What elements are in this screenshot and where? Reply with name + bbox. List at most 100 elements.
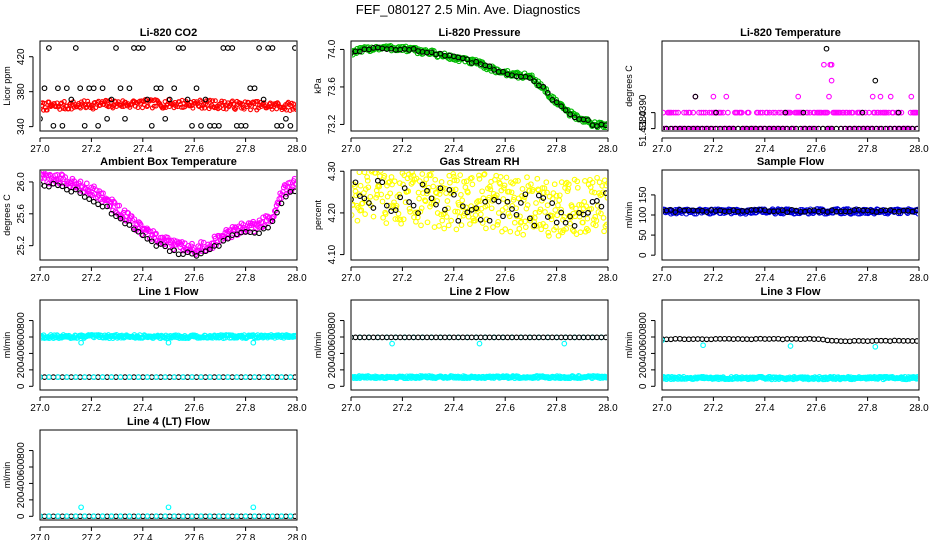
data-point	[184, 96, 191, 103]
data-point	[162, 513, 169, 519]
data-point	[467, 221, 473, 227]
data-point	[454, 177, 460, 184]
y-tick-label: 0	[327, 383, 338, 389]
data-point	[453, 226, 460, 233]
data-point	[387, 190, 394, 197]
data-point	[438, 179, 445, 185]
data-point	[544, 189, 550, 196]
series-black	[663, 335, 918, 345]
panel-line-4-lt-flow: Line 4 (LT) Flow ml/min 27.0 27.2 27.4 27.6 27…	[2, 416, 307, 540]
data-point	[274, 209, 280, 216]
data-point	[864, 338, 871, 344]
data-point	[224, 513, 231, 519]
data-point	[256, 513, 262, 519]
data-point	[812, 125, 819, 130]
x-tick-label: 28.0	[287, 533, 307, 540]
data-point	[131, 513, 137, 519]
data-point	[55, 374, 61, 380]
data-point	[442, 334, 448, 341]
data-point	[406, 205, 413, 212]
data-point	[603, 334, 607, 341]
data-point	[370, 205, 377, 211]
data-point	[521, 194, 528, 200]
data-point	[800, 109, 807, 116]
data-point	[538, 226, 545, 233]
data-point	[153, 374, 160, 380]
data-point	[46, 183, 52, 190]
data-point	[292, 45, 296, 51]
data-point	[352, 163, 357, 168]
data-point	[524, 202, 531, 208]
y-tick-label: 400	[327, 345, 338, 362]
data-point	[877, 93, 884, 100]
data-point	[428, 334, 435, 341]
data-point	[543, 179, 550, 186]
data-point	[598, 203, 605, 210]
y-axis-label: Licor ppm	[2, 66, 12, 106]
data-point	[260, 96, 267, 103]
data-point	[574, 178, 581, 185]
x-tick-label: 27.0	[341, 403, 361, 414]
y-tick-label: 600	[16, 328, 27, 345]
data-point	[583, 203, 590, 210]
panel-li-820-temperature: Li-820 Temperature degrees C 27.0 27.2 27.4 2…	[624, 27, 929, 155]
data-point	[505, 210, 512, 217]
data-point	[379, 179, 386, 186]
data-point	[913, 109, 918, 116]
data-point	[72, 513, 79, 519]
data-point	[576, 202, 582, 208]
data-point	[509, 334, 515, 341]
data-point	[283, 193, 289, 200]
data-point	[175, 251, 182, 258]
data-point	[472, 212, 479, 218]
data-point	[542, 223, 549, 230]
data-point	[242, 374, 249, 380]
data-point	[166, 374, 173, 380]
data-point	[558, 206, 564, 213]
data-point	[506, 188, 512, 195]
data-point	[690, 109, 697, 116]
data-point	[443, 214, 450, 220]
data-point	[508, 189, 515, 196]
data-point	[113, 213, 119, 220]
x-tick-label: 27.4	[755, 144, 775, 155]
data-point	[440, 184, 446, 191]
data-point	[537, 206, 544, 213]
data-point	[423, 176, 430, 183]
data-point	[409, 171, 415, 176]
data-point	[686, 109, 693, 116]
data-point	[81, 374, 88, 380]
data-point	[553, 99, 560, 106]
data-point	[477, 216, 484, 223]
x-tick-label: 27.4	[133, 144, 153, 155]
data-point	[90, 198, 97, 205]
data-point	[169, 243, 176, 249]
data-point	[448, 217, 455, 224]
data-point	[135, 228, 142, 235]
data-point	[486, 63, 493, 70]
data-point	[418, 222, 424, 229]
y-tick-label: 4.10	[327, 244, 338, 264]
data-point	[851, 337, 858, 344]
data-point	[494, 221, 501, 228]
figure-title: FEF_080127 2.5 Min. Ave. Diagnostics	[356, 2, 581, 17]
panel-gas-stream-rh: Gas Stream RH percent 27.0 27.2 27.4 27.6 27.8…	[313, 156, 618, 284]
plot-frame	[39, 429, 298, 521]
data-point	[507, 228, 514, 235]
data-point	[735, 336, 741, 342]
data-point	[291, 175, 296, 182]
data-point	[144, 513, 151, 519]
data-point	[371, 165, 376, 170]
data-point	[486, 183, 493, 190]
data-point	[454, 208, 461, 215]
data-point	[392, 207, 399, 213]
data-point	[672, 209, 679, 215]
data-point	[527, 215, 533, 222]
data-point	[463, 178, 470, 185]
data-point	[131, 45, 137, 51]
data-point	[287, 374, 294, 380]
data-point	[380, 214, 386, 221]
data-point	[405, 188, 412, 195]
data-point	[428, 49, 435, 56]
